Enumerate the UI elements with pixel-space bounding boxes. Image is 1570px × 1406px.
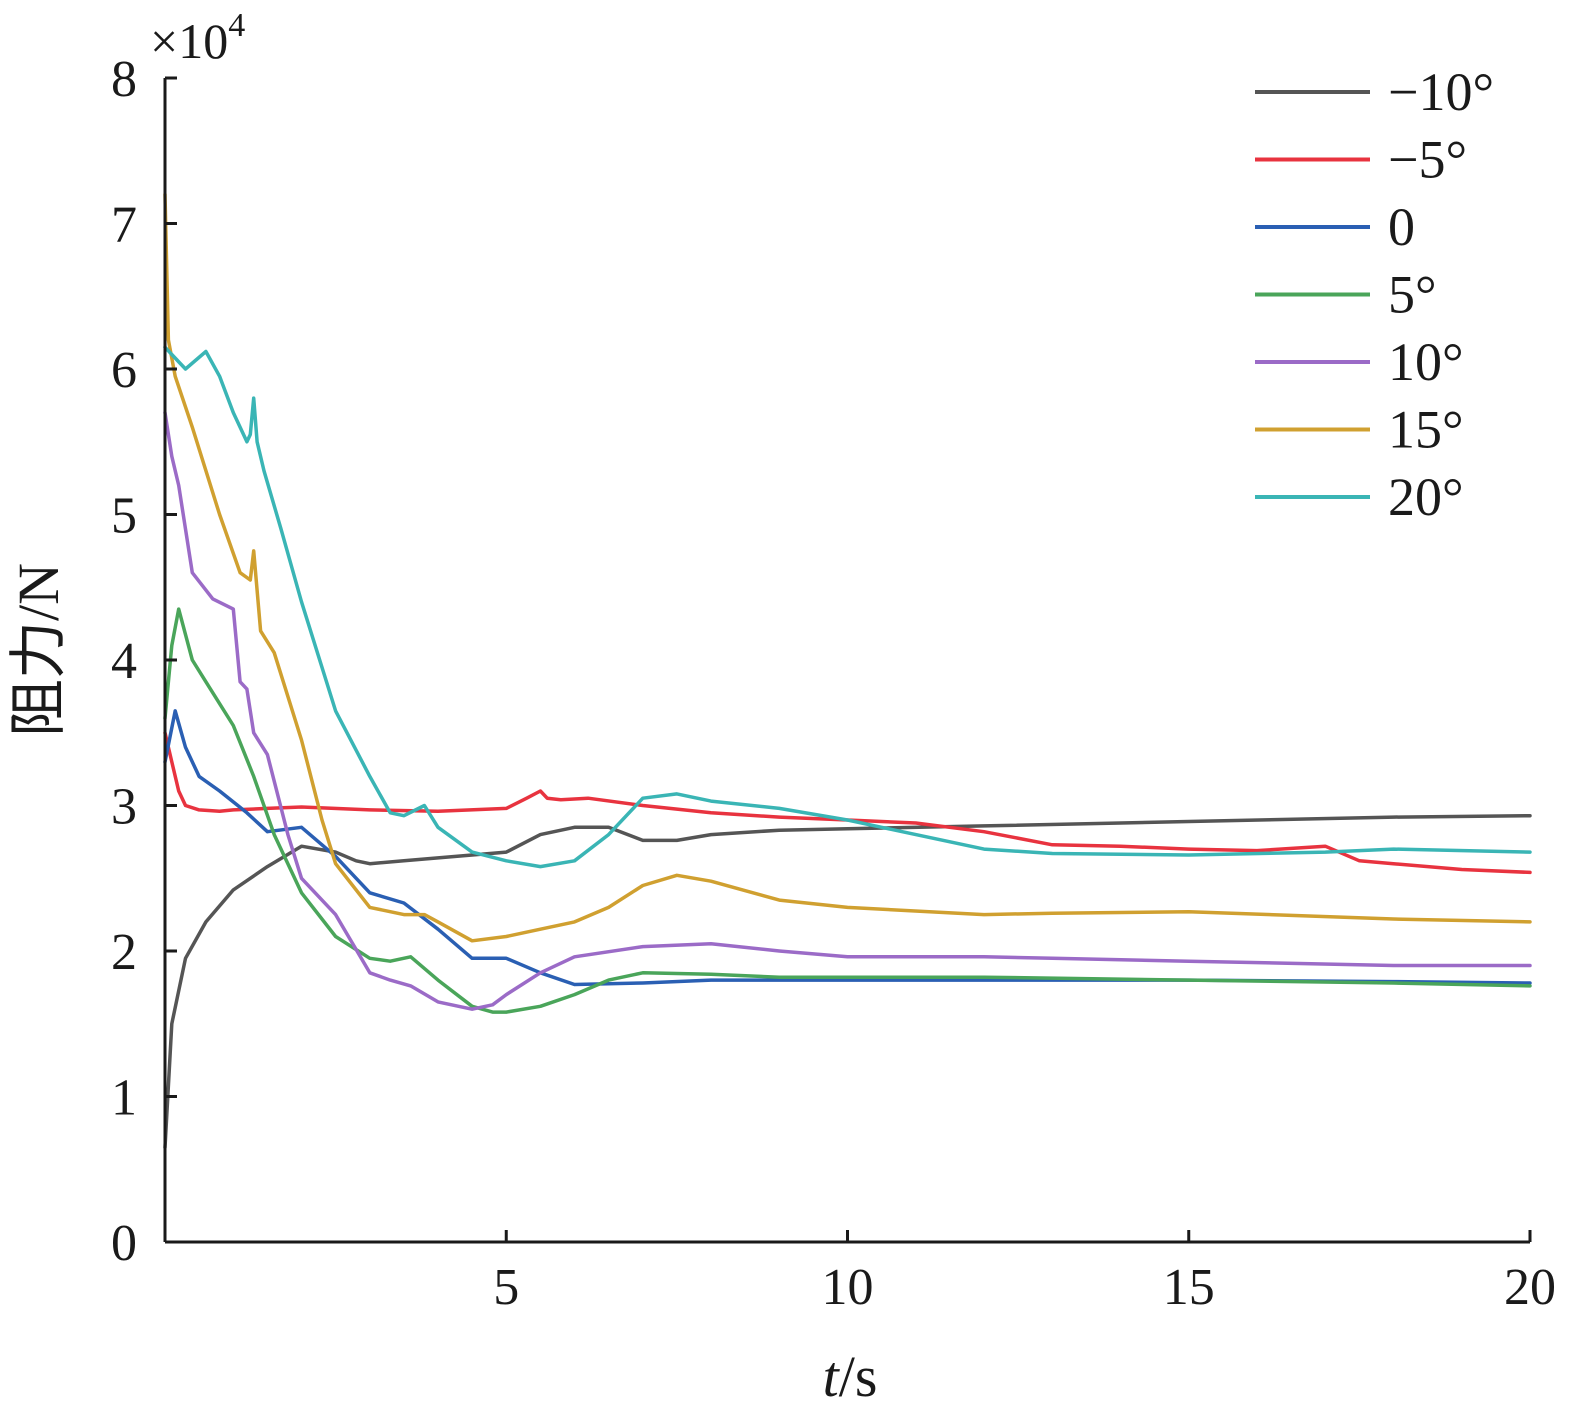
x-ticks: 5 10 15 20 [493,1230,1556,1316]
legend-label: 5° [1388,265,1437,325]
series-line-3 [163,607,1532,1014]
series-line-4 [163,410,1532,1011]
y-tick-label: 8 [111,51,137,108]
series-line-1 [163,731,1532,875]
plot-area [163,192,1532,1150]
series-line-0 [163,813,1532,1150]
y-ticks: 0 1 2 3 4 5 6 7 8 [111,51,177,1272]
series-line-6 [163,345,1532,869]
y-axis-label: 阻力/N [6,563,71,737]
legend: −10° −5° 0 5° 10° 15° 20° [1255,62,1494,527]
legend-label: −5° [1388,130,1467,190]
x-tick-label: 15 [1163,1259,1215,1316]
series-line-2 [163,709,1532,987]
y-tick-label: 0 [111,1215,137,1272]
x-axis-label: t/s [823,1344,878,1406]
y-tick-label: 5 [111,488,137,545]
x-tick-label: 10 [822,1259,874,1316]
y-tick-label: 4 [111,633,137,690]
y-tick-label: 1 [111,1070,137,1127]
y-tick-label: 2 [111,924,137,981]
series-line-5 [163,192,1532,943]
y-tick-label: 7 [111,197,137,254]
x-tick-label: 20 [1504,1259,1556,1316]
y-tick-label: 6 [111,342,137,399]
legend-label: 20° [1388,467,1464,527]
legend-label: 10° [1388,332,1464,392]
y-tick-label: 3 [111,779,137,836]
legend-label: 15° [1388,400,1464,460]
x-tick-label: 5 [493,1259,519,1316]
y-axis-multiplier: ×104 [150,7,245,69]
legend-label: 0 [1388,197,1415,257]
legend-label: −10° [1388,62,1494,122]
